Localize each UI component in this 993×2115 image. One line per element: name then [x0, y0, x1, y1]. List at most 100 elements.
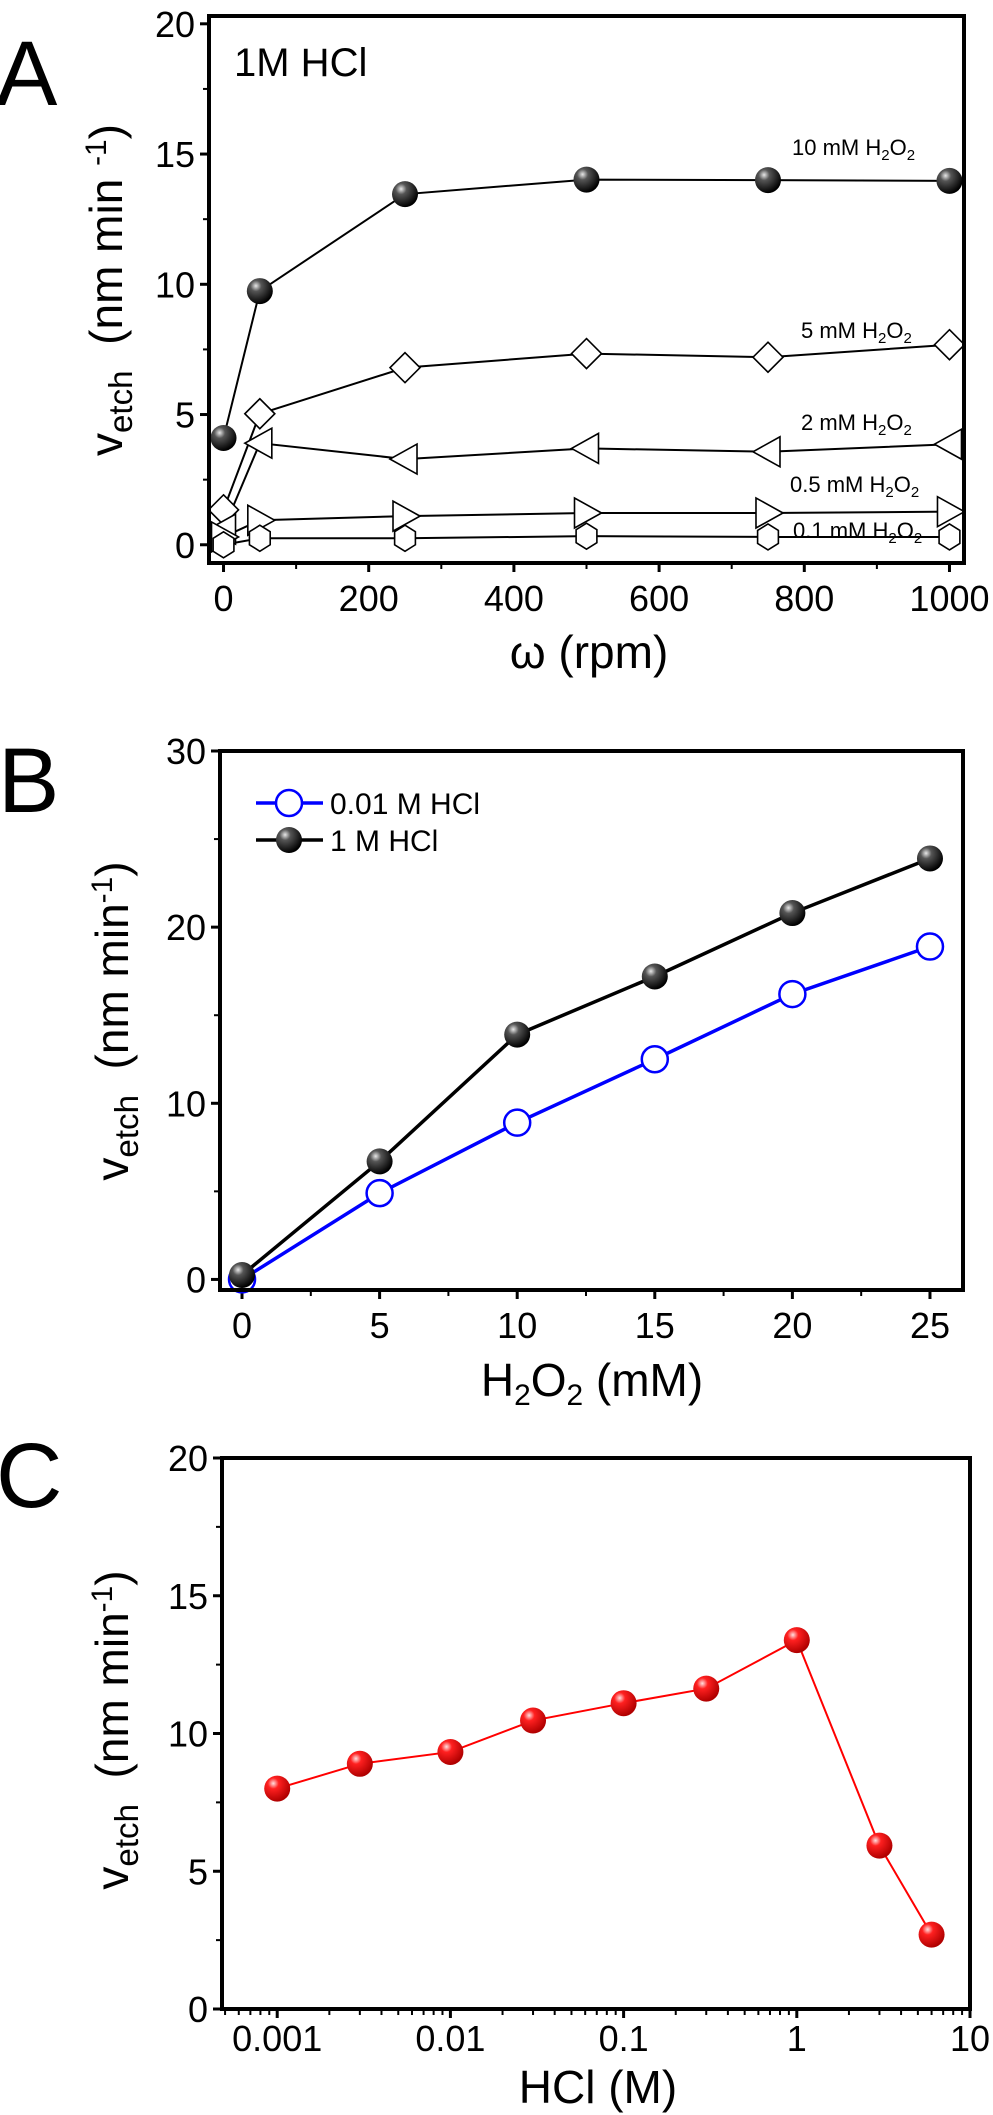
- data-point-sphere: [573, 166, 600, 193]
- y-axis-label-sub: etch: [109, 1095, 146, 1158]
- chart-panel-c: 0 5 10 15 20 0.001 0.01 0.1 1 10 vetch (nm min-1) H…: [86, 1438, 990, 2113]
- y-tick-label: 0: [186, 1259, 206, 1300]
- data-point-triangle-left-open: [751, 435, 781, 469]
- legend-label: 1 M HCl: [330, 825, 438, 858]
- data-point-sphere: [520, 1707, 547, 1734]
- series-label: 2 mM H2O2: [801, 410, 912, 439]
- y-tick-label: 10: [166, 1083, 206, 1124]
- y-axis-label: vetch (nm min -1): [80, 124, 140, 456]
- series-label-sub: 2: [881, 147, 889, 164]
- data-point-open-circle: [778, 979, 807, 1009]
- x-tick-label: 25: [910, 1305, 950, 1346]
- series-line: [276, 1638, 933, 1936]
- y-tick-label: 5: [188, 1851, 208, 1892]
- y-axis-label-unit: (nm min: [80, 166, 132, 370]
- x-tick-label: 0: [214, 578, 234, 619]
- plot-frame: [220, 1456, 972, 2011]
- data-point-sphere: [276, 827, 302, 853]
- series-label-sub: 2: [903, 330, 911, 347]
- data-point-sphere: [918, 1921, 945, 1948]
- data-point-sphere: [783, 1627, 810, 1654]
- series-label-sub: 2: [914, 530, 922, 547]
- data-point-hexagon-open: [938, 523, 961, 551]
- y-tick-label: 0: [175, 525, 195, 566]
- series-label-part: O: [886, 410, 903, 435]
- series-label-sub: 2: [885, 484, 893, 501]
- y-axis-label-v: v: [86, 1158, 138, 1181]
- data-point-sphere: [916, 845, 943, 872]
- x-tick-label: 0.001: [232, 2018, 322, 2059]
- data-point-hexagon-open: [575, 522, 598, 551]
- y-axis-label-unit: (nm min: [86, 903, 138, 1095]
- y-axis-label: vetch (nm min-1): [86, 861, 146, 1180]
- data-point-sphere: [693, 1675, 720, 1702]
- y-tick-label: 15: [155, 134, 195, 175]
- x-tick-label: 10: [497, 1305, 537, 1346]
- x-label-sub: 2: [514, 1379, 531, 1412]
- x-tick-label: 600: [629, 578, 689, 619]
- x-label-part: O: [531, 1354, 567, 1406]
- y-tick-label: 5: [175, 395, 195, 436]
- data-point-sphere: [392, 181, 419, 208]
- data-point-diamond-open: [570, 337, 603, 370]
- series-label-sub: 2: [878, 330, 886, 347]
- y-tick-label: 0: [188, 1989, 208, 2030]
- data-point-sphere: [866, 1832, 893, 1859]
- series-label-part: 0.5 mM H: [790, 472, 885, 497]
- y-tick-label: 30: [166, 731, 206, 772]
- x-tick-label: 0: [232, 1305, 252, 1346]
- data-point-open-circle: [274, 788, 304, 818]
- data-point-diamond-open: [243, 397, 276, 430]
- panel-letter-c: C: [0, 1425, 62, 1527]
- data-point-triangle-left-open: [243, 426, 273, 460]
- data-point-sphere: [229, 1262, 256, 1289]
- series-label-sub: 2: [903, 422, 911, 439]
- annotation-1m-hcl: 1M HCl: [234, 41, 367, 85]
- y-tick-label: 15: [168, 1576, 208, 1617]
- series-label-sub: 2: [888, 530, 896, 547]
- data-point-diamond-open: [751, 341, 785, 374]
- data-point-sphere: [246, 278, 273, 305]
- series-label: 10 mM H2O2: [792, 135, 915, 164]
- x-tick-label: 400: [484, 578, 544, 619]
- data-point-triangle-right-open: [392, 499, 422, 533]
- panel-letter-a: A: [0, 23, 58, 125]
- data-point-sphere: [210, 424, 237, 451]
- x-tick-label: 10: [950, 2018, 990, 2059]
- x-tick-label: 20: [772, 1305, 812, 1346]
- series-label-part: O: [894, 472, 911, 497]
- y-axis-label-close: ): [80, 124, 132, 139]
- data-point-sphere: [641, 963, 668, 990]
- y-tick-label: 20: [168, 1438, 208, 1479]
- data-point-sphere: [610, 1690, 637, 1717]
- data-point-triangle-left-open: [569, 432, 600, 465]
- data-point-hexagon-open: [248, 524, 272, 553]
- y-axis-label-sub: etch: [109, 1804, 146, 1867]
- data-point-open-circle: [640, 1045, 670, 1074]
- x-tick-label: 0.01: [415, 2018, 485, 2059]
- series-label-sub: 2: [907, 147, 915, 164]
- y-axis-label-sup: -1: [86, 877, 119, 904]
- data-point-open-circle: [915, 932, 945, 961]
- y-axis-label-v: v: [86, 1867, 138, 1890]
- data-point-sphere: [779, 900, 806, 927]
- y-axis-label-unit: (nm min: [86, 1612, 138, 1804]
- series-line: [222, 343, 950, 511]
- series-label: 0.5 mM H2O2: [790, 472, 919, 501]
- series-label: 5 mM H2O2: [801, 318, 912, 347]
- y-tick-label: 20: [166, 907, 206, 948]
- y-tick-label: 10: [155, 264, 195, 305]
- series-label-part: 0.1 mM H: [793, 518, 888, 543]
- series-label-sub: 2: [878, 422, 886, 439]
- series-line: [240, 856, 931, 1277]
- x-axis-label: H2O2 (mM): [481, 1354, 703, 1412]
- y-axis-label: vetch (nm min-1): [86, 1570, 146, 1889]
- x-axis-label: HCl (M): [519, 2061, 677, 2113]
- data-point-sphere: [504, 1021, 531, 1048]
- data-point-triangle-right-open: [755, 496, 785, 530]
- panel-letter-b: B: [0, 730, 59, 832]
- data-point-triangle-left-open: [932, 427, 963, 461]
